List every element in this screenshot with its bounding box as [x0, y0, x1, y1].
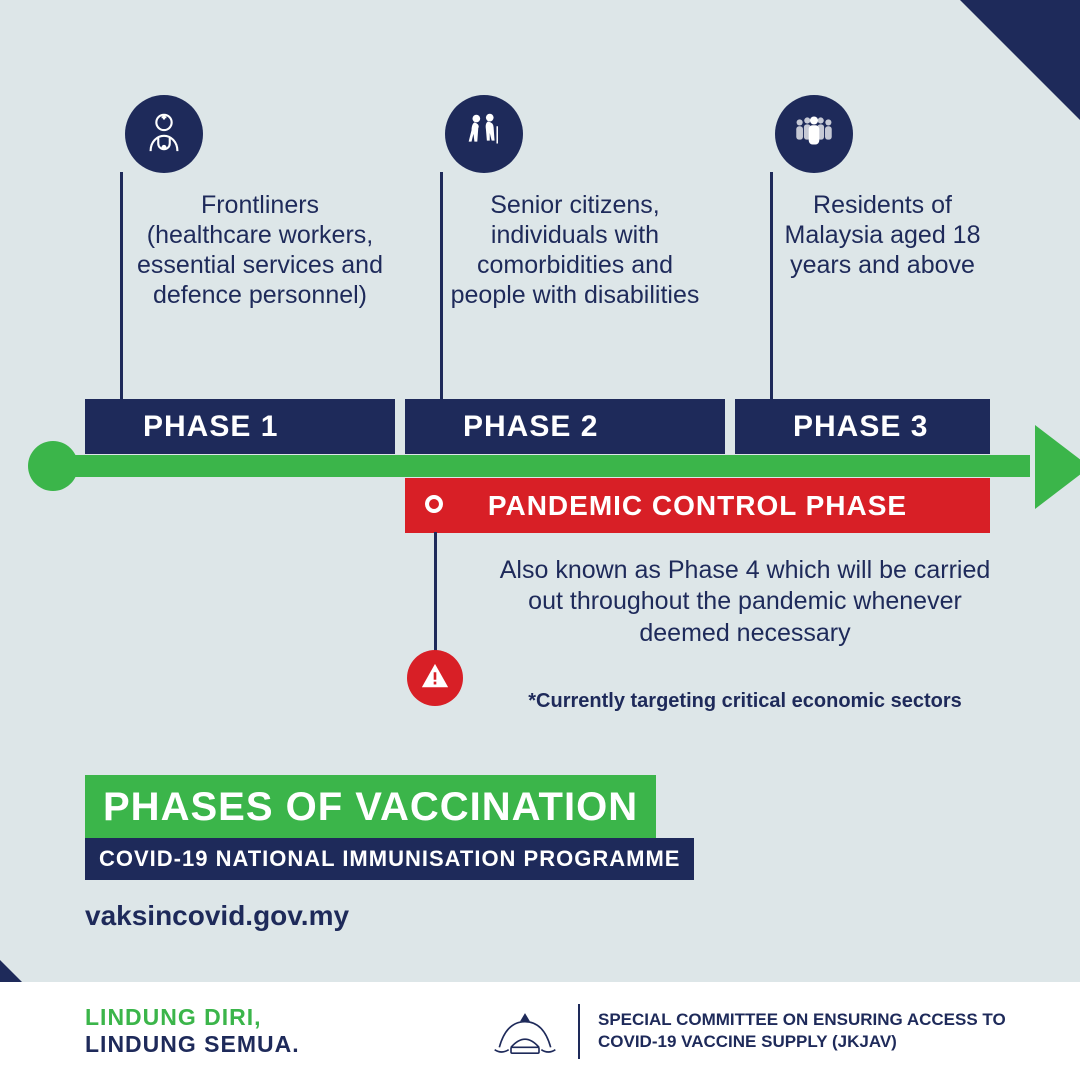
- phase2-connector-line: [440, 172, 443, 412]
- phase2-label-block: PHASE 2: [405, 399, 725, 454]
- corner-triangle-top-right: [960, 0, 1080, 120]
- elderly-icon: [461, 109, 507, 160]
- footer-band: LINDUNG DIRI, LINDUNG SEMUA. SPECIAL COM…: [0, 982, 1080, 1080]
- footer-slogan: LINDUNG DIRI, LINDUNG SEMUA.: [85, 1004, 300, 1058]
- nurse-icon: [141, 109, 187, 160]
- pandemic-phase-block: PANDEMIC CONTROL PHASE: [405, 478, 990, 533]
- phase1-connector-line: [120, 172, 123, 412]
- crest-icon: [490, 1004, 560, 1059]
- committee-name: SPECIAL COMMITTEE ON ENSURING ACCESS TO …: [598, 1009, 1018, 1053]
- phase3-icon-circle: [775, 95, 853, 173]
- phase2-icon-circle: [445, 95, 523, 173]
- pandemic-phase-label: PANDEMIC CONTROL PHASE: [488, 490, 907, 522]
- headline-title: PHASES OF VACCINATION: [85, 775, 656, 840]
- footer-divider: [578, 1004, 580, 1059]
- pandemic-note: *Currently targeting critical economic s…: [485, 690, 1005, 713]
- phase3-label-block: PHASE 3: [735, 399, 990, 454]
- pandemic-description: Also known as Phase 4 which will be carr…: [485, 555, 1005, 649]
- phase2-description: Senior citizens, individuals with comorb…: [450, 190, 700, 310]
- website-url: vaksincovid.gov.my: [85, 900, 349, 932]
- headline-subtitle: COVID-19 NATIONAL IMMUNISATION PROGRAMME: [85, 838, 694, 880]
- people-icon: [791, 109, 837, 160]
- phase3-description: Residents of Malaysia aged 18 years and …: [770, 190, 995, 280]
- phase1-label: PHASE 1: [143, 410, 278, 444]
- pandemic-connector-dot-top: [425, 495, 443, 513]
- alert-icon-circle: [407, 650, 463, 706]
- phase3-label: PHASE 3: [793, 410, 928, 444]
- timeline-arrow-bar: [40, 455, 1030, 477]
- phase1-label-block: PHASE 1: [85, 399, 395, 454]
- phase1-description: Frontliners (healthcare workers, essenti…: [135, 190, 385, 310]
- slogan-line2: LINDUNG SEMUA.: [85, 1031, 300, 1058]
- infographic-canvas: Frontliners (healthcare workers, essenti…: [0, 0, 1080, 1080]
- alert-icon: [420, 661, 450, 696]
- footer-right-group: SPECIAL COMMITTEE ON ENSURING ACCESS TO …: [490, 982, 1018, 1080]
- phase2-label: PHASE 2: [463, 410, 598, 444]
- pandemic-connector-line: [434, 532, 437, 662]
- slogan-line1: LINDUNG DIRI,: [85, 1004, 300, 1031]
- timeline-arrow-head: [1035, 425, 1080, 509]
- phase1-icon-circle: [125, 95, 203, 173]
